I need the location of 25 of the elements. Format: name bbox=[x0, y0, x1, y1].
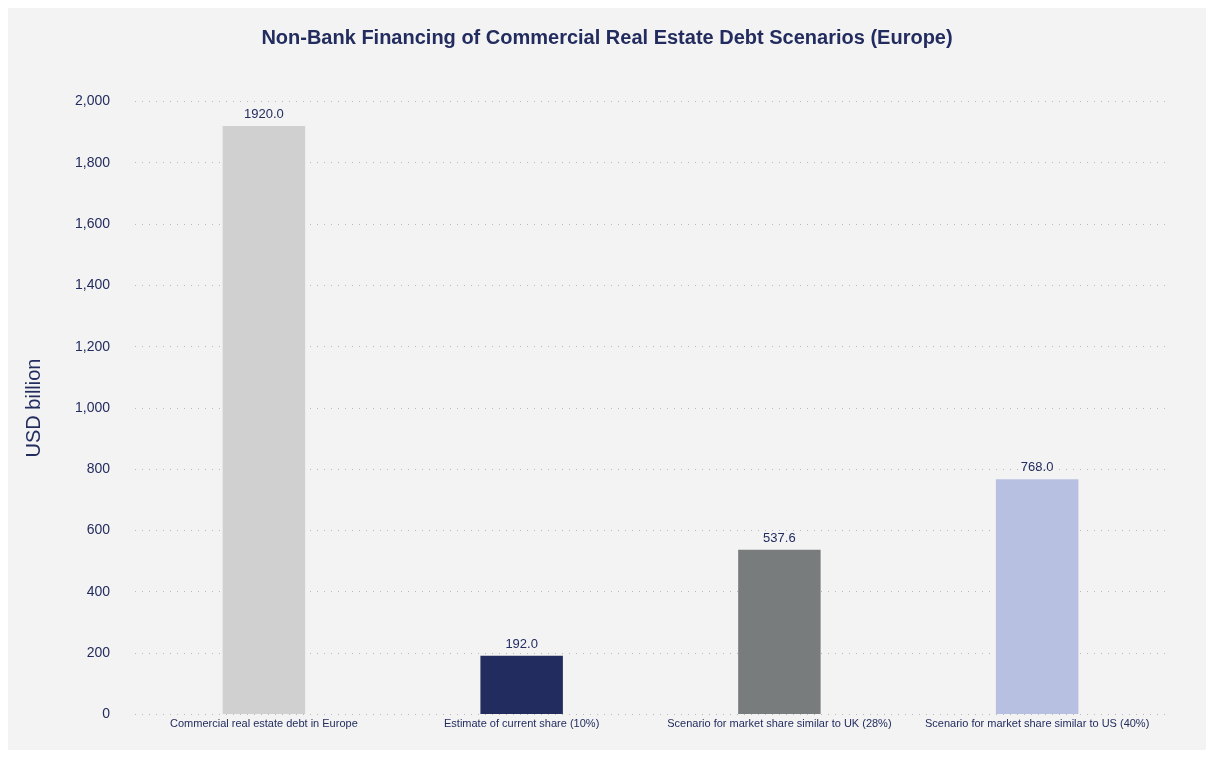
chart-title: Non-Bank Financing of Commercial Real Estate Debt Scenarios (Europe) bbox=[260, 26, 954, 49]
x-tick-label: Commercial real estate debt in Europe bbox=[170, 717, 358, 730]
y-tick-label: 2,000 bbox=[74, 92, 111, 109]
y-tick-label: 400 bbox=[86, 582, 111, 599]
y-tick-label: 800 bbox=[86, 460, 111, 477]
y-tick-label: 200 bbox=[86, 644, 111, 661]
data-label: 192.0 bbox=[505, 635, 538, 651]
bar bbox=[222, 125, 306, 715]
y-tick-label: 1,800 bbox=[74, 153, 111, 170]
bar bbox=[738, 549, 821, 715]
y-tick-label: 1,000 bbox=[74, 398, 111, 415]
y-tick-label: 1,400 bbox=[74, 276, 111, 293]
y-tick-label: 1,200 bbox=[74, 337, 111, 354]
bar bbox=[480, 655, 563, 715]
data-label: 1920.0 bbox=[244, 106, 284, 122]
x-tick-label: Estimate of current share (10%) bbox=[444, 717, 600, 730]
bar bbox=[995, 479, 1079, 715]
x-tick-label: Scenario for market share similar to US (40%) bbox=[924, 717, 1150, 730]
y-axis-title: USD billion bbox=[21, 358, 44, 458]
x-tick-label: Scenario for market share similar to UK (28%) bbox=[667, 717, 892, 730]
y-tick-label: 1,600 bbox=[74, 214, 111, 231]
y-tick-label: 0 bbox=[102, 705, 111, 722]
y-tick-label: 600 bbox=[86, 521, 111, 538]
data-label: 537.6 bbox=[763, 529, 796, 545]
data-label: 768.0 bbox=[1020, 459, 1054, 475]
